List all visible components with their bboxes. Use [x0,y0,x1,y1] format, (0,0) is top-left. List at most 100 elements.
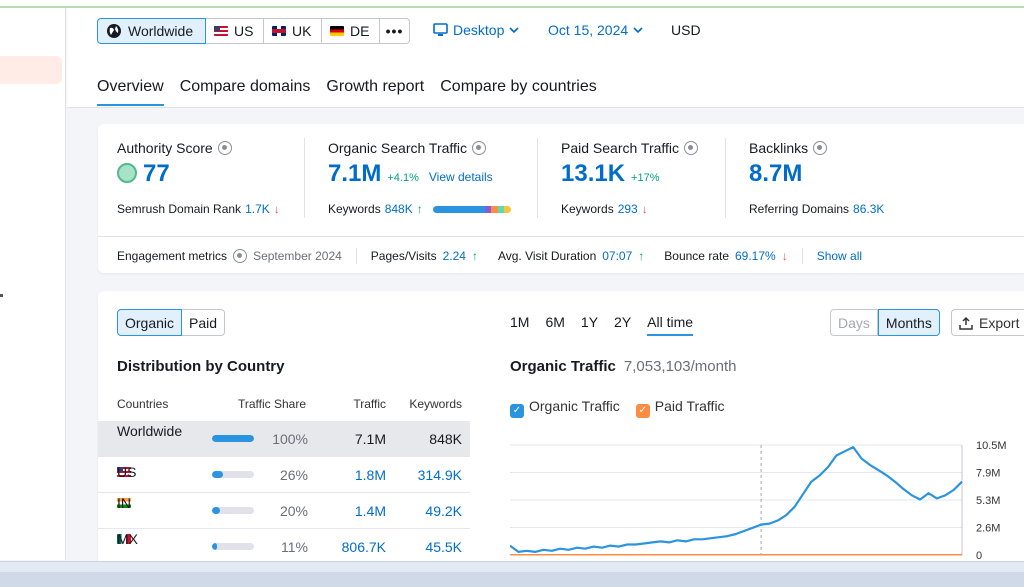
traffic-share-fill [212,471,223,478]
traffic-value[interactable]: 1.8M [354,467,386,483]
info-icon[interactable] [684,141,699,155]
country-name: IN [117,495,131,511]
traffic-value[interactable]: 1.4M [354,503,386,519]
divider [537,138,538,218]
granularity-days[interactable]: Days [830,309,878,336]
y-tick-label: 2.6M [976,523,1000,535]
column-header[interactable]: Keywords [409,397,462,411]
referring-domains-value[interactable]: 86.3K [853,202,885,216]
upload-icon [959,316,973,330]
info-icon[interactable] [233,249,248,263]
column-header[interactable]: Traffic [353,397,386,411]
legend-organic[interactable]: ✓ Organic Traffic [510,398,620,418]
organic-traffic-value[interactable]: 7.1M [328,160,382,187]
country-name: MX [117,531,138,547]
country-name: US [117,464,137,480]
geo-worldwide-button[interactable]: Worldwide [97,18,206,44]
period-all-time[interactable]: All time [647,314,694,336]
trend-down-icon: ↓ [273,202,280,216]
period-1y[interactable]: 1Y [580,314,599,330]
keyword-bar-segment [504,205,511,213]
pages-visits-value: 2.24 [442,249,466,263]
organic-paid-toggle: Organic Paid [117,309,226,336]
authority-score-value[interactable]: 77 [143,160,170,187]
geo-de-button[interactable]: DE [322,18,380,44]
period-2y[interactable]: 2Y [614,314,632,330]
geo-uk-button[interactable]: UK [264,18,322,44]
chevron-down-icon [509,27,519,34]
info-icon[interactable] [813,141,828,155]
export-button[interactable]: Export [951,309,1024,336]
tab-growth-report[interactable]: Growth report [326,78,425,95]
traffic-share-fill [212,543,217,550]
column-header[interactable]: Traffic Share [238,397,307,411]
distribution-title: Distribution by Country [117,358,285,375]
table-row[interactable]: IN 20% 1.4M 49.2K [98,493,470,529]
geo-us-button[interactable]: US [206,18,264,44]
device-selector[interactable]: Desktop [433,22,519,38]
view-details-link[interactable]: View details [428,170,493,184]
page-header: Worldwide US UK DE ••• Desktop Oct 15, 2… [67,8,1024,108]
traffic-value[interactable]: 806.7K [341,539,386,555]
domain-rank-value[interactable]: 1.7K [245,202,270,216]
date-label: Oct 15, 2024 [548,22,629,38]
authority-score-label: Authority Score [117,140,213,156]
trend-down-icon: ↓ [641,202,648,216]
organic-keywords-value[interactable]: 848K [384,202,413,216]
keywords-value[interactable]: 49.2K [425,503,462,519]
info-icon[interactable] [217,141,232,155]
y-tick-label: 5.3M [976,495,1000,507]
traffic-share-fill [212,507,221,514]
paid-traffic-label: Paid Search Traffic [561,140,680,156]
traffic-share-value: 20% [279,503,308,519]
date-selector[interactable]: Oct 15, 2024 [548,22,643,38]
chart-subtitle: 7,053,103/month [623,358,737,375]
traffic-share-bar [212,507,254,514]
divider [304,138,305,218]
checkbox-icon: ✓ [510,403,524,418]
authority-score-metric: Authority Score 77 Semrush Domain Rank 1.… [117,140,280,216]
period-6m[interactable]: 6M [545,314,565,330]
pages-visits-label: Pages/Visits [370,249,437,263]
trend-up-icon: ↑ [471,249,478,263]
keyword-distribution-bar[interactable] [432,205,511,213]
y-tick-label: 0 [976,550,982,561]
trend-up-icon: ↑ [638,249,645,263]
toggle-organic[interactable]: Organic [117,309,183,336]
table-row[interactable]: Worldwide 100% 7.1M 848K [98,421,470,457]
granularity-months[interactable]: Months [877,309,940,336]
visit-duration-value: 07:07 [602,249,633,263]
sidebar-active-item[interactable] [0,56,62,84]
more-countries-button[interactable]: ••• [380,18,410,44]
in-flag-icon [117,498,131,508]
toggle-paid[interactable]: Paid [182,309,226,336]
tab-overview[interactable]: Overview [97,78,164,106]
summary-card: Authority Score 77 Semrush Domain Rank 1.… [98,124,1024,273]
keywords-value: 848K [429,431,462,447]
granularity-toggle: Days Months [830,309,940,336]
period-1m[interactable]: 1M [510,314,530,330]
keyword-bar-segment [497,205,505,213]
column-header[interactable]: Countries [117,397,169,411]
tab-compare-domains[interactable]: Compare domains [179,78,311,95]
traffic-card: Organic Paid Distribution by Country Cou… [98,291,1024,561]
authority-circle-icon [117,163,137,183]
paid-traffic-value[interactable]: 13.1K [561,160,626,187]
organic-traffic-chart[interactable]: 10.5M 7.9M 5.3M 2.6M 0 [510,439,1024,561]
paid-keywords-value[interactable]: 293 [617,202,638,216]
legend-paid-label: Paid Traffic [654,398,725,414]
legend-paid[interactable]: ✓ Paid Traffic [635,398,725,418]
organic-traffic-label: Organic Search Traffic [328,140,468,156]
show-all-link[interactable]: Show all [816,249,863,263]
table-row[interactable]: US 26% 1.8M 314.9K [98,457,470,493]
traffic-share-value: 100% [272,431,308,447]
keywords-value[interactable]: 45.5K [425,539,462,555]
tab-compare-by-countries[interactable]: Compare by countries [440,78,597,95]
traffic-share-bar [212,471,254,478]
backlinks-value[interactable]: 8.7M [749,160,803,187]
table-row[interactable]: MX 11% 806.7K 45.5K [98,529,470,561]
info-icon[interactable] [472,141,487,155]
de-flag-icon [330,26,344,36]
keywords-value[interactable]: 314.9K [417,467,462,483]
bounce-rate-value: 69.17% [735,249,776,263]
